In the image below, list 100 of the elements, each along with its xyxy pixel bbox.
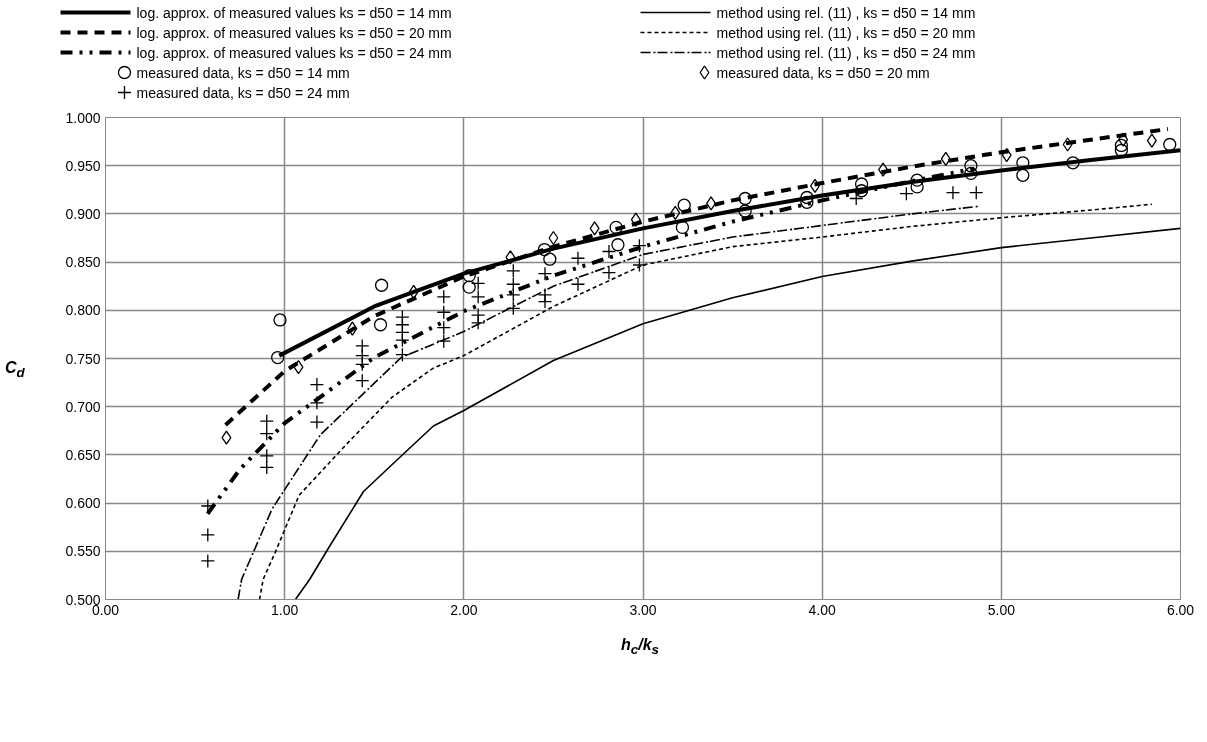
y-axis-title: C$_{d}$ [5, 358, 25, 383]
point [1146, 133, 1157, 148]
point [259, 460, 274, 475]
point [462, 280, 476, 294]
x-tick-label: 3.00 [629, 601, 657, 618]
point [506, 301, 521, 316]
point [506, 263, 521, 278]
point [1163, 137, 1177, 152]
point [738, 204, 752, 218]
y-tick-label: 0.800 [65, 302, 101, 319]
point [1114, 143, 1129, 157]
point [677, 198, 691, 212]
point [1114, 138, 1129, 153]
point [355, 373, 370, 388]
point [374, 278, 389, 292]
point [436, 320, 451, 335]
y-tick-label: 0.900 [65, 205, 101, 222]
y-tick-label: 0.600 [65, 495, 101, 512]
legend-label: log. approx. of measured values ks = d50 = 14 mm [136, 4, 452, 21]
point [800, 195, 814, 209]
point [506, 287, 521, 303]
point [964, 159, 978, 173]
point [945, 185, 961, 200]
point [537, 294, 553, 309]
y-tick-label: 0.650 [65, 446, 101, 463]
point [601, 244, 617, 259]
legend-label: method using rel. (11) , ks = d50 = 14 mm [716, 4, 976, 21]
point [200, 553, 215, 569]
point [675, 220, 690, 235]
y-tick-label: 0.750 [65, 350, 101, 367]
point [969, 185, 984, 200]
y-tick-label: 0.550 [65, 543, 101, 560]
point [395, 333, 410, 348]
point [632, 238, 647, 253]
point [436, 289, 451, 304]
y-tick-label: 0.850 [65, 254, 101, 271]
point [543, 252, 557, 266]
point [273, 313, 287, 327]
point [611, 238, 625, 252]
point [395, 347, 410, 362]
point [355, 357, 370, 372]
point [1016, 168, 1030, 182]
point [899, 186, 914, 201]
point [570, 251, 586, 266]
point [537, 266, 553, 281]
point [1118, 132, 1129, 147]
point [373, 318, 388, 332]
legend-label: measured data, ks = d50 = 24 mm [136, 84, 350, 101]
point [910, 173, 924, 187]
point [471, 315, 486, 330]
point [293, 360, 304, 375]
x-tick-label: 5.00 [987, 601, 1016, 618]
point [706, 196, 717, 211]
point [630, 212, 641, 227]
legend-label: log. approx. of measured values ks = d50 = 20 mm [136, 24, 452, 41]
x-tick-label: 6.00 [1166, 601, 1195, 618]
point [1066, 156, 1080, 170]
point [854, 177, 869, 191]
point [347, 321, 358, 336]
point [738, 191, 752, 206]
point [964, 166, 978, 181]
point [505, 250, 516, 265]
point [462, 268, 476, 283]
point [849, 191, 864, 206]
point [910, 180, 924, 194]
point [601, 265, 617, 280]
point [259, 414, 274, 429]
point [309, 395, 325, 410]
legend-label: measured data, ks = d50 = 14 mm [136, 64, 350, 81]
point [309, 377, 325, 392]
point [800, 190, 814, 205]
point [309, 414, 325, 430]
point [259, 448, 274, 464]
point [609, 220, 623, 235]
y-tick-label: 0.950 [65, 157, 101, 174]
y-tick-label: 1.000 [65, 109, 101, 126]
y-tick-label: 0.700 [65, 398, 101, 415]
point [271, 350, 285, 365]
point [200, 527, 215, 543]
point [471, 276, 486, 291]
point [471, 289, 486, 304]
point [537, 242, 552, 257]
x-tick-label: 2.00 [450, 601, 478, 618]
legend-label: method using rel. (11) , ks = d50 = 20 mm [716, 24, 976, 41]
x-tick-label: 1.00 [271, 601, 299, 618]
line-series [237, 205, 981, 600]
point [436, 334, 451, 349]
point [1062, 137, 1073, 152]
point [632, 257, 647, 273]
point [570, 277, 586, 292]
legend-label: measured data, ks = d50 = 20 mm [716, 64, 930, 81]
point [436, 305, 451, 320]
point [259, 426, 274, 441]
point [854, 184, 869, 198]
legend-label: log. approx. of measured values ks = d50 = 24 mm [136, 44, 452, 61]
x-axis-title: h$_{c}$/k$_{s}$ [621, 635, 659, 660]
point [589, 221, 600, 236]
x-tick-label: 4.00 [808, 601, 836, 618]
point [878, 162, 889, 177]
legend-label: method using rel. (11) , ks = d50 = 24 mm [716, 44, 976, 61]
